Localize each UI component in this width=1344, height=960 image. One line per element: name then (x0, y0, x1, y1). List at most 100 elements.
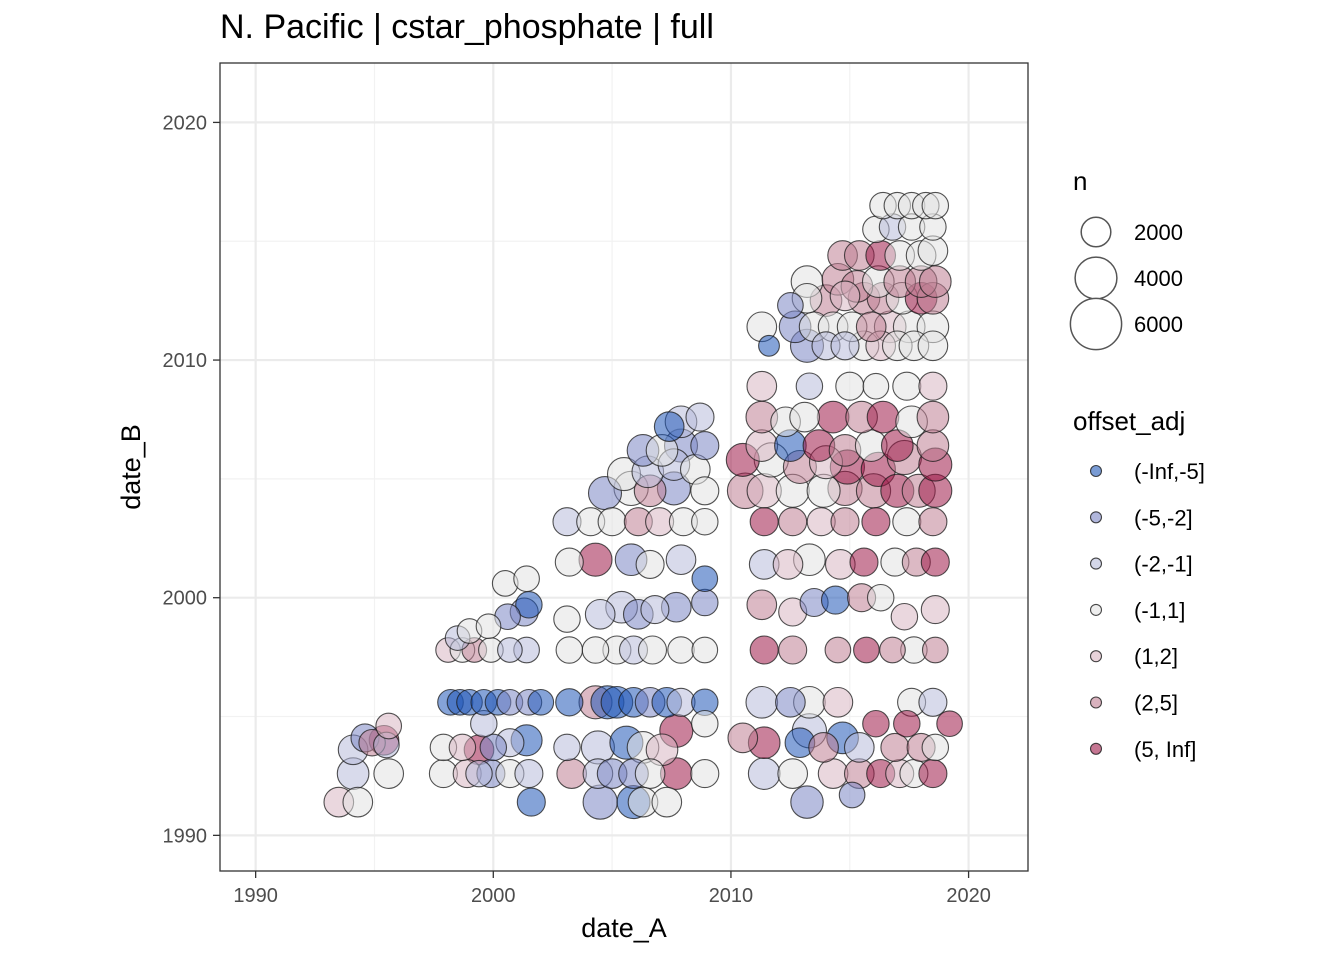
data-point (921, 733, 950, 762)
data-point (475, 613, 502, 640)
y-tick-label: 2010 (163, 350, 208, 372)
data-point (918, 687, 948, 717)
data-point (772, 549, 804, 580)
data-point (635, 549, 665, 579)
data-point (816, 400, 850, 434)
data-point (653, 411, 685, 442)
data-point (555, 688, 584, 717)
data-point (892, 507, 922, 537)
data-point (918, 265, 952, 298)
data-point (880, 732, 910, 762)
data-point (375, 712, 403, 740)
data-point (822, 686, 854, 718)
data-point (861, 507, 891, 537)
x-tick-label: 2020 (946, 885, 991, 907)
data-point (917, 330, 949, 362)
data-point (838, 781, 866, 809)
x-tick-label: 2000 (471, 885, 516, 907)
panel-border (219, 62, 1029, 872)
data-point (824, 636, 852, 664)
data-point (749, 507, 779, 537)
data-point (578, 542, 613, 577)
size-legend-key (1080, 216, 1112, 248)
data-point (634, 758, 666, 789)
data-point (890, 602, 919, 631)
data-point (691, 507, 719, 536)
data-point (581, 636, 610, 664)
data-point (775, 686, 806, 718)
data-point (497, 637, 523, 663)
color-legend-label: (1,2] (1134, 644, 1178, 669)
data-point (690, 476, 720, 506)
color-legend-key (1089, 696, 1103, 709)
color-legend-label: (-2,-1] (1134, 552, 1193, 577)
data-point (843, 732, 875, 763)
data-point (556, 758, 588, 789)
data-point (513, 565, 540, 593)
data-point (553, 605, 581, 633)
color-legend-label: (-Inf,-5] (1134, 459, 1205, 484)
data-point (777, 292, 804, 319)
data-point (747, 757, 781, 790)
y-tick-label: 2000 (163, 588, 208, 610)
data-point (749, 635, 779, 665)
data-point (465, 759, 493, 788)
color-legend-key (1089, 603, 1103, 616)
data-point (918, 507, 948, 537)
data-point (691, 636, 719, 664)
data-point (866, 400, 900, 434)
data-points (323, 191, 963, 820)
color-legend-label: (5, Inf] (1134, 737, 1196, 762)
data-point (690, 759, 720, 789)
data-point (918, 371, 948, 401)
data-point (920, 595, 950, 625)
data-point (597, 507, 627, 537)
data-point (584, 598, 616, 630)
data-point (691, 588, 719, 617)
data-point (777, 758, 809, 789)
data-point (727, 722, 759, 754)
data-point (921, 636, 949, 664)
data-point (808, 732, 839, 763)
data-point (637, 635, 668, 665)
data-point (866, 583, 895, 612)
data-point (817, 758, 849, 789)
color-legend-key (1089, 464, 1103, 478)
color-legend: offset_adj (-Inf,-5] (-5,-2] (-2,-1] (-1,1]… (1073, 406, 1205, 762)
data-point (448, 733, 477, 762)
color-legend-key (1089, 511, 1103, 524)
axes: 1990 2000 2010 2020 1990 2000 2010 2020 (163, 112, 991, 907)
data-point (342, 786, 374, 818)
data-point (685, 402, 715, 432)
chart-title: N. Pacific | cstar_phosphate | full (220, 8, 714, 46)
data-point (936, 710, 963, 738)
data-point (778, 507, 808, 537)
size-legend-key (1074, 256, 1118, 300)
data-point (916, 400, 950, 434)
size-legend: n 2000 4000 6000 (1069, 166, 1183, 351)
color-legend-key (1089, 557, 1103, 570)
data-point (921, 191, 950, 220)
color-legend-key (1089, 650, 1103, 663)
data-point (373, 758, 405, 789)
data-point (892, 371, 922, 401)
data-point (849, 547, 879, 577)
size-legend-label: 4000 (1134, 266, 1183, 291)
data-point (651, 786, 683, 818)
data-point (830, 331, 860, 361)
data-point (920, 547, 950, 577)
color-legend-label: (-1,1] (1134, 598, 1185, 623)
data-point (690, 431, 720, 461)
data-point (862, 372, 890, 400)
x-tick-label: 2010 (709, 885, 754, 907)
data-point (829, 280, 861, 312)
data-point (835, 371, 865, 401)
data-point (879, 636, 906, 664)
data-point (746, 589, 778, 621)
data-point (514, 759, 544, 789)
data-point (691, 709, 719, 738)
color-legend-title: offset_adj (1073, 406, 1185, 436)
data-point (746, 370, 778, 402)
data-point (665, 544, 697, 576)
data-point (527, 688, 555, 716)
